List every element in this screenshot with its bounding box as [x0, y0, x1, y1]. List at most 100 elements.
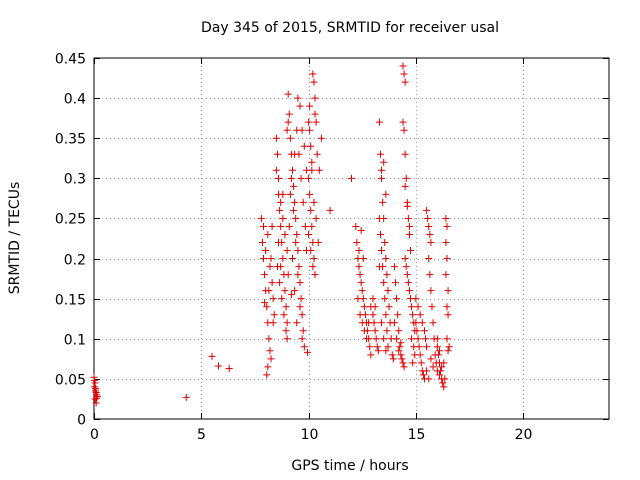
data-point — [267, 355, 275, 363]
data-point — [298, 335, 306, 343]
data-point — [91, 376, 99, 384]
data-point — [419, 371, 427, 379]
data-point — [265, 335, 273, 343]
data-point — [395, 347, 403, 355]
data-point — [214, 362, 222, 370]
data-point — [305, 230, 313, 238]
data-point — [297, 295, 305, 303]
data-point — [260, 222, 268, 230]
data-point — [381, 295, 389, 303]
data-point — [264, 363, 272, 371]
data-point — [278, 295, 286, 303]
data-point — [384, 287, 392, 295]
data-point — [272, 134, 280, 142]
data-point — [373, 343, 381, 351]
data-point — [405, 287, 413, 295]
data-point — [420, 327, 428, 335]
data-point — [405, 222, 413, 230]
data-point — [283, 247, 291, 255]
y-tick-label: 0.25 — [55, 212, 86, 228]
data-point — [360, 327, 368, 335]
data-point — [293, 319, 301, 327]
data-point — [408, 303, 416, 311]
data-point — [287, 291, 295, 299]
data-point — [395, 327, 403, 335]
data-point — [445, 343, 453, 351]
data-point — [358, 287, 366, 295]
data-point — [427, 239, 435, 247]
data-point — [414, 335, 422, 343]
data-point — [427, 355, 435, 363]
data-point — [275, 239, 283, 247]
data-point — [266, 347, 274, 355]
data-point — [298, 311, 306, 319]
data-point — [401, 255, 409, 263]
plot-area-border — [93, 57, 610, 420]
data-point — [399, 62, 407, 70]
data-point — [380, 214, 388, 222]
data-point — [291, 287, 299, 295]
data-point — [440, 383, 448, 391]
data-point — [378, 174, 386, 182]
data-point — [381, 239, 389, 247]
y-tick-label: 0.35 — [55, 132, 86, 148]
data-point — [305, 174, 313, 182]
data-point — [413, 327, 421, 335]
data-point — [382, 347, 390, 355]
data-point — [306, 102, 314, 110]
data-point — [394, 311, 402, 319]
data-point — [309, 263, 317, 271]
data-point — [429, 319, 437, 327]
data-point — [427, 287, 435, 295]
data-point — [277, 198, 285, 206]
data-point — [272, 166, 280, 174]
data-point — [93, 394, 101, 402]
data-point — [441, 375, 449, 383]
y-tick-label: 0 — [77, 413, 86, 429]
data-point — [352, 222, 360, 230]
data-point — [258, 239, 266, 247]
data-point — [268, 222, 276, 230]
x-tick-label: 15 — [408, 427, 426, 443]
data-point — [288, 166, 296, 174]
data-point — [396, 343, 404, 351]
data-point — [277, 222, 285, 230]
data-point — [291, 198, 299, 206]
data-point — [277, 263, 285, 271]
data-point — [412, 319, 420, 327]
data-point — [348, 174, 355, 182]
data-point — [312, 214, 320, 222]
y-tick-label: 0.3 — [64, 172, 86, 188]
data-point — [310, 255, 318, 263]
data-point — [309, 70, 317, 78]
data-point — [388, 351, 396, 359]
data-point — [273, 150, 281, 158]
data-point — [375, 118, 383, 126]
data-point — [268, 279, 276, 287]
data-point — [442, 271, 450, 279]
data-point — [433, 343, 441, 351]
data-point — [439, 379, 447, 387]
data-point — [385, 303, 393, 311]
data-point — [225, 364, 233, 372]
data-point — [354, 295, 362, 303]
data-point — [415, 343, 423, 351]
data-point — [425, 375, 433, 383]
data-point — [404, 214, 412, 222]
data-point — [90, 383, 98, 391]
data-point — [380, 279, 388, 287]
data-point — [293, 230, 301, 238]
data-point — [301, 222, 309, 230]
data-point — [390, 319, 398, 327]
data-point — [355, 247, 363, 255]
data-point — [90, 373, 98, 381]
data-point — [326, 206, 334, 214]
data-point — [296, 279, 304, 287]
data-point — [208, 352, 216, 360]
data-point — [380, 158, 388, 166]
data-point — [283, 319, 291, 327]
data-point — [358, 319, 366, 327]
data-point — [307, 142, 315, 150]
data-point — [295, 263, 303, 271]
data-point — [182, 393, 190, 401]
